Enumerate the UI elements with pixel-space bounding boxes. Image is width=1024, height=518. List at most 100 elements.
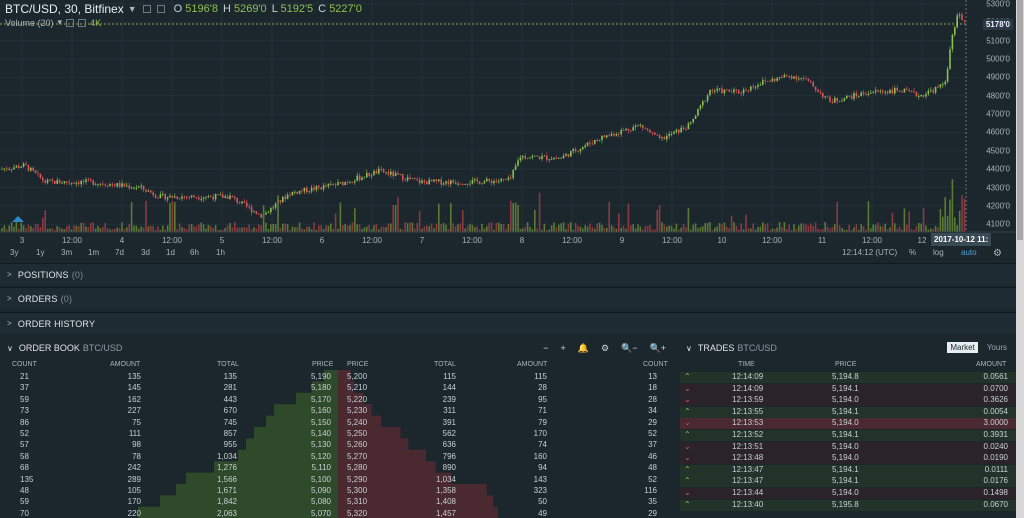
- trade-time: 12:13:55: [732, 406, 764, 416]
- percent-scale-toggle[interactable]: %: [909, 248, 917, 257]
- trade-row[interactable]: ⌄ 12:14:09 5,194.1 0.0700: [680, 383, 1016, 395]
- settings-box-icon[interactable]: [66, 18, 75, 27]
- zoom-out-icon[interactable]: 🔍−: [621, 343, 638, 353]
- trade-row[interactable]: ⌄ 12:13:59 5,194.0 0.3626: [680, 395, 1016, 407]
- trade-row[interactable]: ⌃ 12:13:47 5,194.1 0.0176: [680, 476, 1016, 488]
- timeframe-7d[interactable]: 7d: [115, 248, 124, 257]
- trade-row[interactable]: ⌄ 12:13:48 5,194.0 0.0190: [680, 453, 1016, 465]
- order-book-row[interactable]: 73 227 670 5,160 5,230 311 71 34: [0, 406, 676, 417]
- candle-body: [618, 133, 620, 135]
- zoom-in-icon[interactable]: 🔍+: [649, 343, 666, 353]
- close-box-icon[interactable]: [156, 5, 165, 13]
- candle-body: [906, 88, 908, 90]
- positions-panel[interactable]: > POSITIONS (0): [0, 263, 1016, 285]
- order-book-row[interactable]: 21 135 135 5,190 5,200 115 115 13: [0, 372, 676, 383]
- candle-body: [565, 154, 567, 156]
- trade-row[interactable]: ⌃ 12:14:09 5,194.8 0.0561: [680, 372, 1016, 383]
- ask-cell: 18: [648, 383, 657, 393]
- last-price-tag: 5178'0: [982, 19, 1013, 30]
- order-book-row[interactable]: 59 170 1,842 5,080 5,310 1,408 50 35: [0, 497, 676, 508]
- trades-header[interactable]: ∨ TRADES BTC/USD: [680, 337, 1016, 359]
- chevron-down-icon[interactable]: ▼: [127, 4, 137, 14]
- trade-row[interactable]: ⌃ 12:13:52 5,194.1 0.3931: [680, 430, 1016, 441]
- zoom-minus-icon[interactable]: −: [543, 343, 549, 353]
- bid-cell: 48: [20, 486, 29, 495]
- trade-row[interactable]: ⌃ 12:13:40 5,195.8 0.0670: [680, 499, 1016, 511]
- chevron-down-icon[interactable]: ▾: [57, 17, 63, 27]
- symbol-title[interactable]: BTC/USD, 30, Bitfinex: [5, 2, 124, 16]
- candle-body: [42, 177, 44, 181]
- candle-body: [270, 207, 272, 213]
- order-book-row[interactable]: 86 75 745 5,150 5,240 391 79 29: [0, 418, 676, 429]
- volume-bar: [589, 223, 591, 232]
- volume-label[interactable]: Volume (20): [5, 17, 54, 28]
- order-book-row[interactable]: 59 162 443 5,170 5,220 239 95 28: [0, 395, 676, 406]
- candlestick-plot[interactable]: [0, 0, 1016, 260]
- chevron-down-icon[interactable]: ∨: [7, 343, 13, 353]
- timeframe-3y[interactable]: 3y: [10, 248, 19, 257]
- candle-body: [932, 90, 934, 93]
- log-scale-toggle[interactable]: log: [933, 248, 944, 257]
- order-history-panel[interactable]: > ORDER HISTORY: [0, 312, 1016, 334]
- ask-cell: 5,220: [347, 394, 368, 404]
- timeframe-1d[interactable]: 1d: [166, 248, 175, 257]
- price-axis[interactable]: 5300'05200'05100'05000'04900'04800'04700…: [972, 0, 1016, 232]
- candle-body: [114, 184, 116, 187]
- timeframe-1h[interactable]: 1h: [216, 248, 225, 257]
- page-scrollbar[interactable]: [1016, 0, 1024, 518]
- volume-bar: [22, 225, 25, 232]
- order-book-row[interactable]: 57 98 955 5,130 5,260 636 74 37: [0, 440, 676, 451]
- close-box-icon[interactable]: [78, 18, 87, 27]
- trade-row[interactable]: ⌄ 12:13:51 5,194.0 0.0240: [680, 441, 1016, 453]
- timeframe-1m[interactable]: 1m: [88, 248, 100, 257]
- order-book-row[interactable]: 52 111 857 5,140 5,250 562 170 52: [0, 429, 676, 440]
- tab-market[interactable]: Market: [947, 342, 978, 353]
- candle-body: [344, 182, 346, 186]
- order-book-row[interactable]: 70 220 2,063 5,070 5,320 1,457 49 29: [0, 509, 676, 518]
- volume-bar: [140, 226, 142, 232]
- timeframe-3d[interactable]: 3d: [141, 248, 150, 257]
- bell-icon[interactable]: 🔔: [577, 343, 589, 353]
- order-book-row[interactable]: 37 145 281 5,180 5,210 144 28 18: [0, 383, 676, 394]
- timeframe-1y[interactable]: 1y: [36, 248, 45, 257]
- trade-row[interactable]: ⌄ 12:13:53 5,194.0 3.0000: [680, 418, 1016, 430]
- volume-bar: [150, 225, 152, 232]
- volume-bar: [229, 222, 231, 232]
- ask-cell: 79: [538, 417, 547, 427]
- candle-body: [385, 172, 387, 173]
- scrollbar-thumb[interactable]: [1017, 0, 1023, 240]
- gear-icon[interactable]: ⚙: [993, 248, 1002, 259]
- volume-bar: [171, 201, 174, 232]
- order-book-row[interactable]: 48 105 1,671 5,090 5,300 1,358 323 116: [0, 486, 676, 497]
- settings-box-icon[interactable]: [142, 5, 151, 13]
- volume-bar: [814, 222, 817, 232]
- timeframe-3m[interactable]: 3m: [61, 248, 73, 257]
- order-book-row[interactable]: 68 242 1,276 5,110 5,280 890 94 48: [0, 463, 676, 474]
- volume-bar: [474, 227, 476, 232]
- candle-body: [963, 19, 966, 21]
- price-chart[interactable]: BTC/USD, 30, Bitfinex ▼ O 5196'8 H 5269'0…: [0, 0, 1016, 260]
- volume-bar: [224, 227, 226, 232]
- volume-bar: [661, 222, 663, 232]
- timeframe-6h[interactable]: 6h: [190, 248, 199, 257]
- volume-bar: [812, 225, 814, 232]
- orders-panel[interactable]: > ORDERS (0): [0, 287, 1016, 309]
- trade-row[interactable]: ⌃ 12:13:55 5,194.1 0.0054: [680, 406, 1016, 418]
- tab-yours[interactable]: Yours: [986, 343, 1007, 352]
- trade-row[interactable]: ⌃ 12:13:47 5,194.1 0.0111: [680, 464, 1016, 476]
- volume-bar: [632, 224, 634, 232]
- volume-bar: [385, 227, 387, 232]
- trade-row[interactable]: ⌄ 12:13:44 5,194.0 0.1498: [680, 488, 1016, 499]
- auto-scale-toggle[interactable]: auto: [961, 248, 977, 257]
- order-book-header[interactable]: ∨ ORDER BOOK BTC/USD: [0, 337, 676, 359]
- gear-icon[interactable]: ⚙: [600, 343, 610, 353]
- volume-bar: [613, 227, 615, 232]
- zoom-plus-icon[interactable]: +: [560, 343, 566, 353]
- volume-bar: [6, 229, 8, 232]
- candle-body: [754, 86, 757, 88]
- volume-bar: [368, 224, 370, 232]
- ask-cell: 160: [533, 451, 547, 461]
- order-book-row[interactable]: 135 289 1,566 5,100 5,290 1,034 143 52: [0, 475, 676, 486]
- order-book-row[interactable]: 58 78 1,034 5,120 5,270 796 160 46: [0, 452, 676, 463]
- chevron-down-icon[interactable]: ∨: [686, 343, 692, 353]
